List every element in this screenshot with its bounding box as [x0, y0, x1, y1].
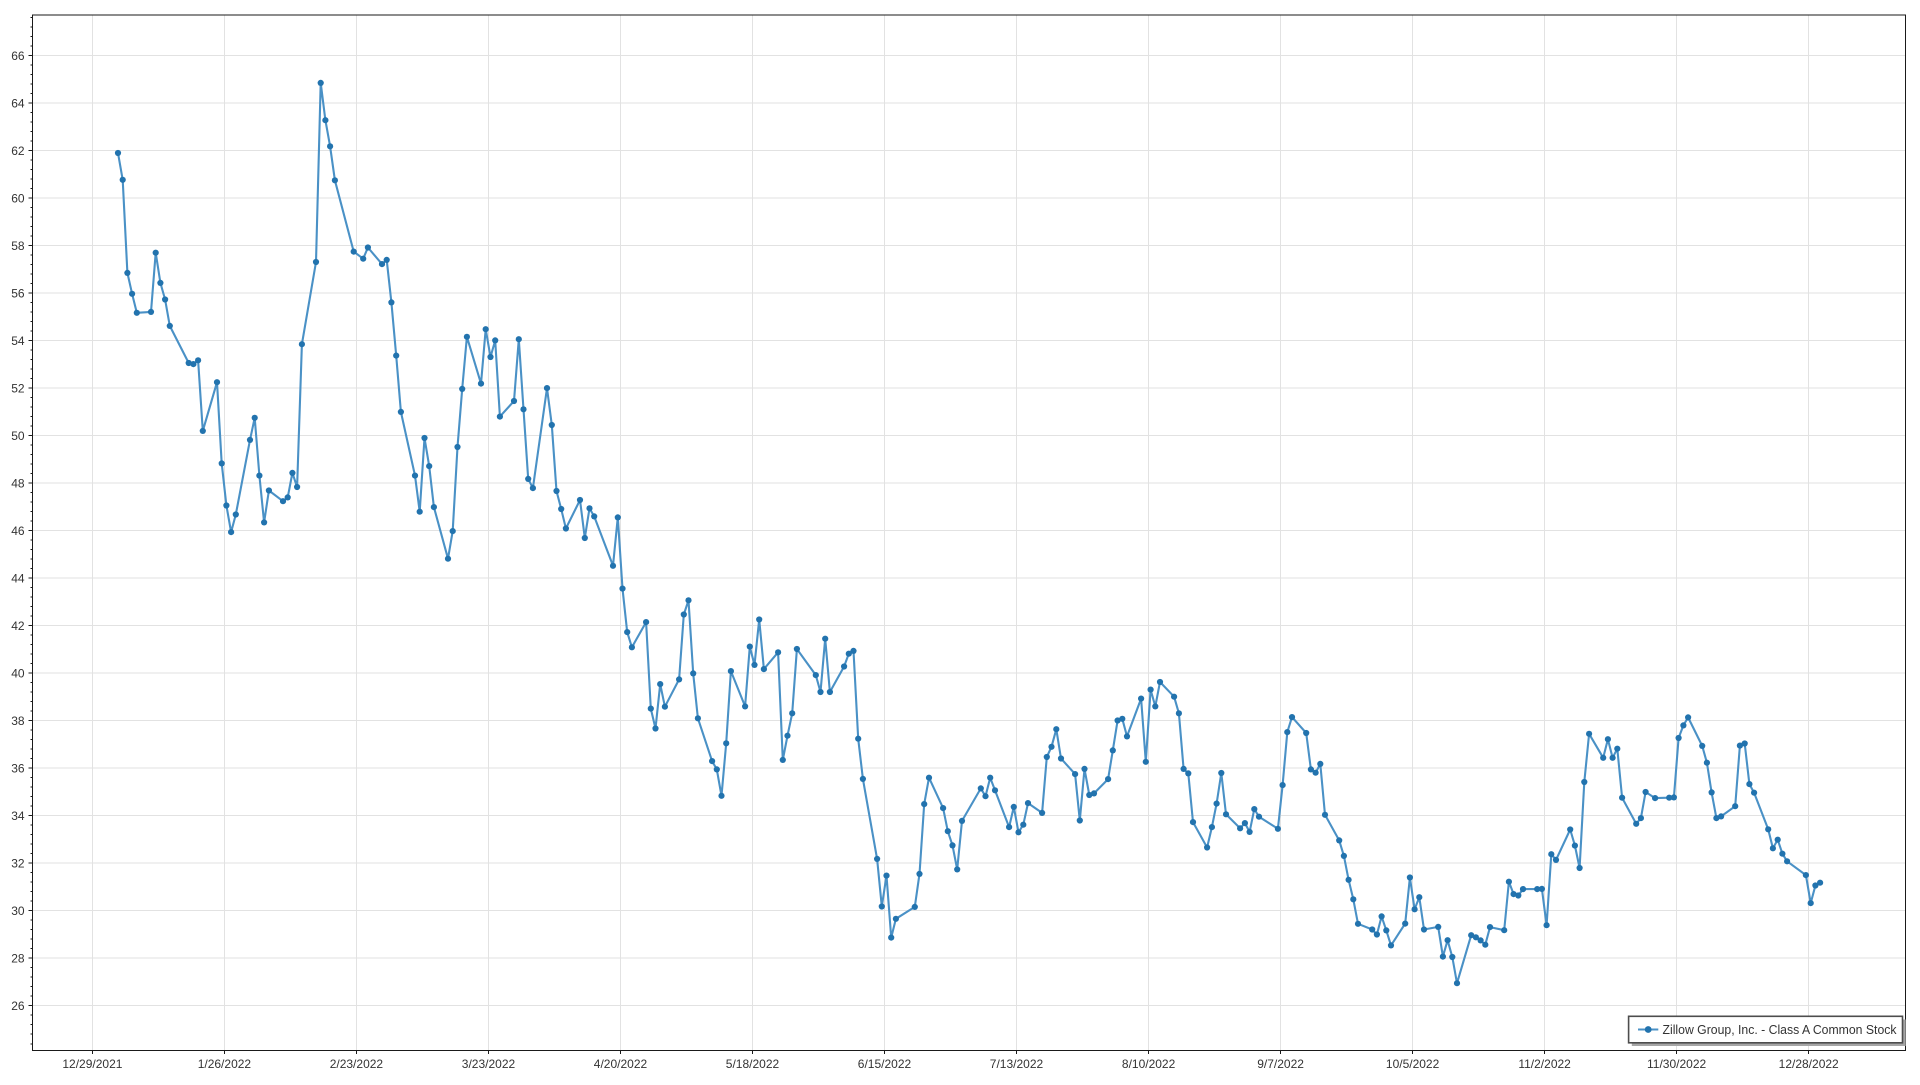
svg-text:11/2/2022: 11/2/2022 [1518, 1057, 1571, 1071]
svg-text:42: 42 [11, 619, 25, 633]
svg-text:48: 48 [11, 477, 25, 491]
svg-text:58: 58 [11, 239, 25, 253]
svg-text:54: 54 [11, 334, 25, 348]
svg-text:3/23/2022: 3/23/2022 [462, 1057, 516, 1071]
svg-text:64: 64 [11, 96, 25, 110]
svg-text:30: 30 [11, 904, 25, 918]
svg-text:2/23/2022: 2/23/2022 [330, 1057, 384, 1071]
svg-text:11/30/2022: 11/30/2022 [1647, 1057, 1706, 1071]
svg-text:9/7/2022: 9/7/2022 [1257, 1057, 1304, 1071]
svg-text:44: 44 [11, 572, 25, 586]
svg-text:7/13/2022: 7/13/2022 [990, 1057, 1044, 1071]
svg-text:10/5/2022: 10/5/2022 [1386, 1057, 1440, 1071]
svg-text:60: 60 [11, 191, 25, 205]
svg-text:26: 26 [11, 999, 25, 1013]
svg-text:56: 56 [11, 286, 25, 300]
svg-text:8/10/2022: 8/10/2022 [1122, 1057, 1176, 1071]
svg-text:34: 34 [11, 809, 25, 823]
svg-text:46: 46 [11, 524, 25, 538]
svg-text:40: 40 [11, 667, 25, 681]
svg-text:32: 32 [11, 857, 25, 871]
svg-text:12/28/2022: 12/28/2022 [1779, 1057, 1839, 1071]
svg-text:62: 62 [11, 144, 25, 158]
svg-text:28: 28 [11, 952, 25, 966]
svg-text:38: 38 [11, 714, 25, 728]
svg-text:5/18/2022: 5/18/2022 [726, 1057, 780, 1071]
svg-text:52: 52 [11, 381, 25, 395]
svg-text:12/29/2021: 12/29/2021 [62, 1057, 122, 1071]
svg-text:1/26/2022: 1/26/2022 [198, 1057, 252, 1071]
svg-text:50: 50 [11, 429, 25, 443]
svg-text:36: 36 [11, 762, 25, 776]
svg-text:6/15/2022: 6/15/2022 [858, 1057, 912, 1071]
svg-text:Zillow Group, Inc. - Class A C: Zillow Group, Inc. - Class A Common Stoc… [1663, 1022, 1897, 1037]
svg-text:66: 66 [11, 49, 25, 63]
svg-text:4/20/2022: 4/20/2022 [594, 1057, 648, 1071]
